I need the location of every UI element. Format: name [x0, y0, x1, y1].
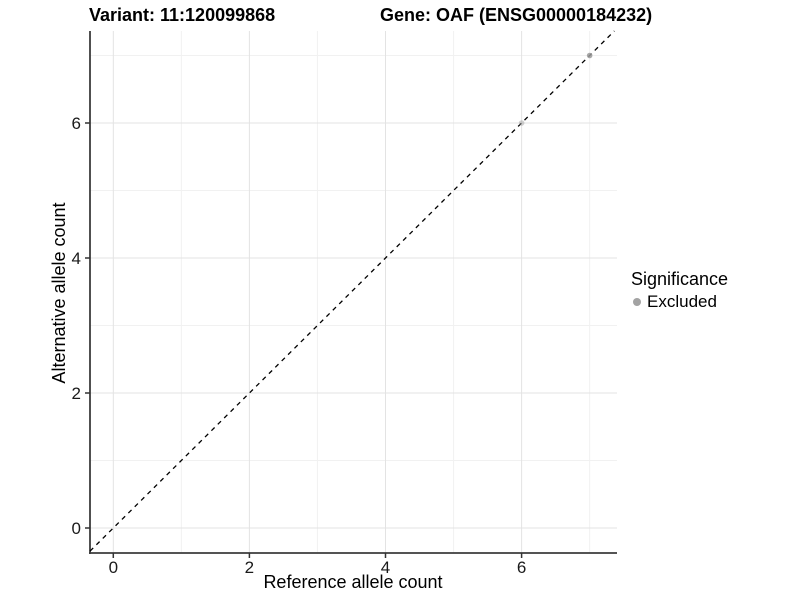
legend-title: Significance [631, 269, 729, 289]
y-tick-label: 4 [72, 249, 81, 268]
legend-item-label: Excluded [647, 292, 717, 311]
plot-title-variant: Variant: 11:120099868 [89, 5, 276, 25]
data-point [586, 52, 593, 59]
y-axis-title: Alternative allele count [49, 202, 69, 384]
x-tick-label: 6 [517, 558, 526, 577]
y-tick-label: 2 [72, 384, 81, 403]
data-point [518, 120, 525, 126]
x-tick-label: 4 [381, 558, 390, 577]
plot-title-gene: Gene: OAF (ENSG00000184232) [380, 5, 653, 25]
legend: Significance Excluded [631, 269, 728, 312]
y-tick-label: 0 [72, 519, 81, 538]
legend-marker-circle-icon [633, 298, 641, 306]
x-tick-label: 0 [109, 558, 118, 577]
x-axis-title: Reference allele count [263, 572, 443, 592]
legend-item-excluded: Excluded [631, 292, 728, 312]
y-tick-label: 6 [72, 114, 81, 133]
x-tick-label: 2 [245, 558, 254, 577]
identity-line [89, 30, 615, 552]
